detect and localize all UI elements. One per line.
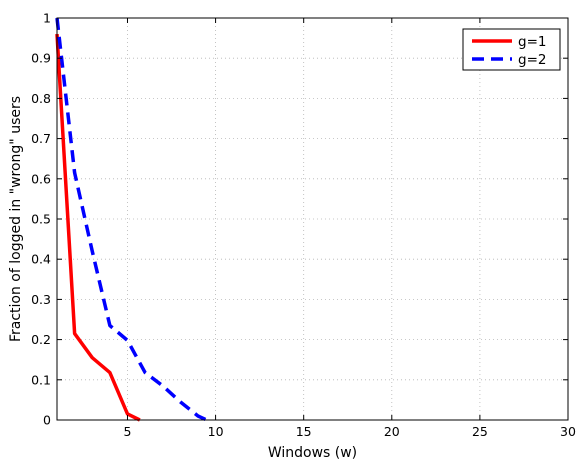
y-tick-label: 0.1	[31, 372, 51, 387]
data-point-g-2	[73, 171, 76, 174]
y-tick-label: 0.6	[31, 171, 51, 186]
y-tick-label: 0.5	[31, 212, 51, 227]
y-tick-label: 0.3	[31, 292, 51, 307]
x-tick-label: 30	[560, 424, 576, 439]
y-tick-label: 0.7	[31, 131, 51, 146]
y-tick-label: 0.4	[31, 252, 51, 267]
y-tick-label: 1	[43, 11, 51, 26]
x-tick-label: 15	[296, 424, 312, 439]
data-point-g-1	[91, 356, 94, 359]
legend-label-g-2: g=2	[518, 52, 546, 68]
y-tick-label: 0.8	[31, 91, 51, 106]
x-tick-label: 5	[124, 424, 132, 439]
x-tick-label: 20	[384, 424, 400, 439]
data-point-g-2	[196, 414, 199, 417]
series-line-g-2	[55, 17, 208, 422]
data-point-g-1	[73, 332, 76, 335]
y-tick-label: 0.9	[31, 51, 51, 66]
x-axis-label: Windows (w)	[268, 445, 357, 461]
legend-label-g-1: g=1	[518, 34, 546, 50]
data-point-g-2	[144, 371, 147, 374]
data-point-g-1	[108, 371, 111, 374]
series-layer	[55, 17, 208, 422]
data-point-g-2	[179, 400, 182, 403]
legend: g=1g=2	[462, 28, 561, 71]
data-point-g-2	[161, 384, 164, 387]
series-line-g-1	[55, 33, 141, 422]
data-point-g-2	[108, 324, 111, 327]
y-tick-label: 0.2	[31, 332, 51, 347]
y-tick-labels: 0 0.1 0.2 0.3 0.4 0.5 0.6 0.7 0.8 0.9 1	[31, 11, 51, 428]
x-tick-labels: 5 10 15 20 25 30	[124, 424, 576, 439]
legend-box	[462, 28, 561, 71]
x-tick-label: 25	[472, 424, 488, 439]
tick-marks	[57, 17, 569, 421]
y-axis-label: Fraction of logged in "wrong" users	[8, 96, 24, 342]
y-tick-label: 0	[43, 413, 51, 428]
x-tick-label: 10	[208, 424, 224, 439]
data-point-g-2	[126, 339, 129, 342]
data-point-g-2	[91, 250, 94, 253]
